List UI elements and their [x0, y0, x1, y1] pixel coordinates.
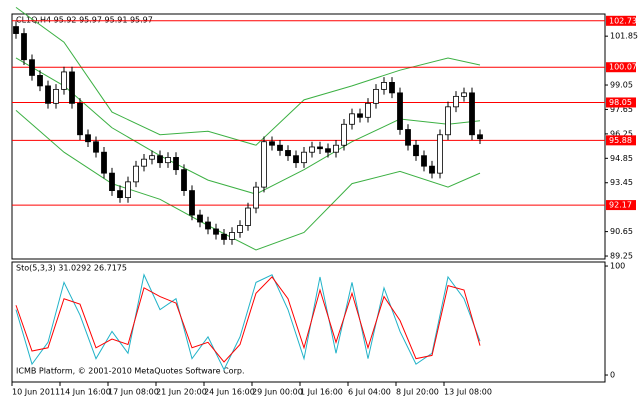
candle-body [389, 82, 395, 94]
y-tick-label: 90.65 [610, 227, 633, 236]
candle-body [333, 144, 339, 153]
candle-body [365, 102, 371, 118]
candle-body [413, 144, 419, 157]
x-tick-label: 14 Jun 16:00 [60, 388, 111, 397]
x-tick-label: 1 Jul 16:00 [300, 388, 343, 397]
price-panel [11, 13, 606, 260]
x-tick-label: 29 Jun 00:00 [252, 388, 303, 397]
level-label: 100.07 [609, 63, 637, 72]
candle-body [133, 165, 139, 183]
candle-body [69, 71, 75, 104]
level-label: 95.88 [609, 136, 632, 145]
stochastic-panel [11, 261, 606, 383]
candle-body [77, 102, 83, 136]
copyright: ICMB Platform, © 2001-2010 MetaQuotes So… [16, 367, 245, 376]
candle-body [285, 150, 291, 157]
level-label: 102.73 [609, 16, 637, 25]
symbol-header: CL1Q,H4 95.92 95.97 95.91 95.97 [16, 16, 153, 25]
x-tick-label: 13 Jul 08:00 [444, 388, 492, 397]
level-label: 98.05 [609, 98, 632, 107]
candle-body [29, 59, 35, 76]
stochastic-line [15, 273, 481, 371]
candle-body [253, 186, 259, 209]
candle-body [37, 75, 43, 87]
candle-body [405, 129, 411, 146]
candle-body [357, 113, 363, 118]
y-tick-label: 93.45 [610, 178, 633, 187]
y-tick-label: 96.25 [610, 129, 633, 138]
candle-body [229, 232, 235, 240]
bollinger-band [15, 109, 481, 251]
candle-body [173, 157, 179, 171]
candle-body [461, 92, 467, 97]
y-tick-label: 94.85 [610, 154, 633, 163]
x-tick-label: 10 Jun 2011 [12, 388, 60, 397]
candle-body [237, 225, 243, 233]
x-tick-label: 8 Jul 20:00 [396, 388, 439, 397]
candle-body [261, 141, 267, 188]
level-tag [606, 15, 636, 26]
candle-body [421, 155, 427, 167]
y-tick-label: 97.65 [610, 105, 633, 114]
x-tick-label: 24 Jun 16:00 [204, 388, 255, 397]
level-tag [606, 97, 636, 108]
level-tag [606, 135, 636, 146]
candle-body [213, 228, 219, 235]
x-tick-label: 6 Jul 04:00 [348, 388, 391, 397]
level-label: 92.17 [609, 201, 632, 210]
stochastic-line [15, 276, 481, 363]
candle-body [309, 146, 315, 153]
candle-body [125, 181, 131, 198]
candle-body [373, 88, 379, 104]
candle-body [117, 190, 123, 198]
candle-body [141, 158, 147, 167]
bollinger-band [15, 6, 481, 146]
candle-body [93, 141, 99, 153]
candle-body [101, 151, 107, 174]
candle-body [317, 146, 323, 150]
candle-body [469, 92, 475, 136]
candle-body [381, 82, 387, 90]
candle-body [61, 71, 67, 90]
candle-body [221, 233, 227, 240]
y-tick-label: 0 [610, 371, 615, 380]
candle-body [437, 134, 443, 174]
candle-body [453, 95, 459, 108]
candle-body [277, 144, 283, 151]
candle-body [397, 92, 403, 130]
candle-body [477, 134, 483, 140]
candle-body [189, 190, 195, 216]
y-tick-label: 101.85 [610, 32, 638, 41]
x-tick-label: 21 Jun 20:00 [156, 388, 207, 397]
level-tag [606, 200, 636, 211]
x-tick-label: 17 Jun 08:00 [108, 388, 159, 397]
candle-body [245, 207, 251, 226]
candle-body [13, 26, 19, 34]
candle-body [349, 113, 355, 125]
candle-body [293, 155, 299, 164]
candle-body [165, 157, 171, 164]
candle-body [85, 134, 91, 143]
y-tick-label: 99.05 [610, 81, 633, 90]
y-tick-label: 89.25 [610, 252, 633, 261]
indicator-header: Sto(5,3,3) 31.0292 26.7175 [16, 264, 127, 273]
candle-body [197, 214, 203, 223]
level-tag [606, 62, 636, 73]
candle-body [325, 148, 331, 153]
candle-body [45, 85, 51, 104]
candle-body [429, 165, 435, 174]
candle-body [341, 123, 347, 146]
candle-body [149, 155, 155, 160]
candle-body [269, 141, 275, 146]
candle-body [181, 169, 187, 191]
candle-body [157, 155, 163, 164]
candle-body [301, 151, 307, 164]
candle-body [445, 106, 451, 136]
candle-body [53, 88, 59, 104]
y-tick-label: 100 [610, 262, 625, 271]
candle-body [21, 33, 27, 61]
candle-body [109, 172, 115, 191]
candle-body [205, 221, 211, 230]
